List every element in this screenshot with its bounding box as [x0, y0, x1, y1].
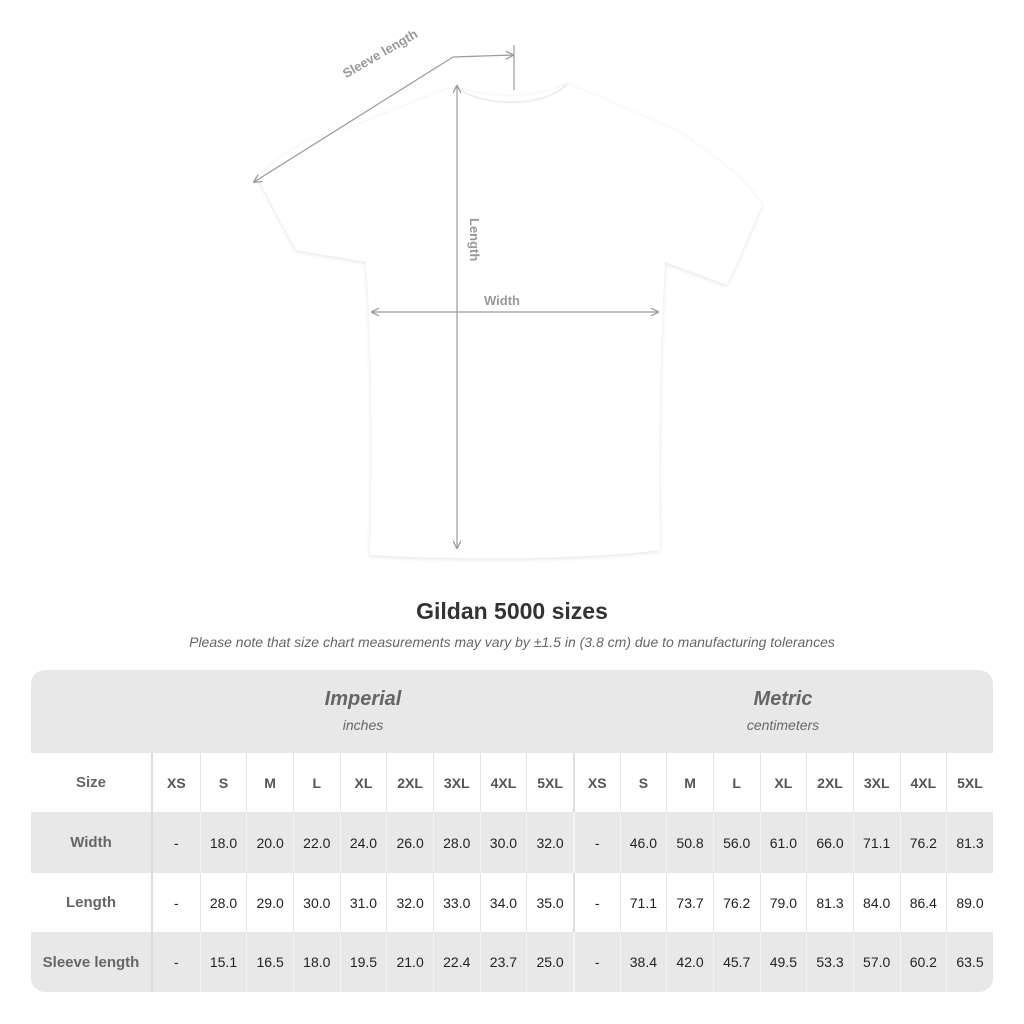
value-cell: 31.0 [339, 873, 387, 932]
value-cell: 22.0 [292, 812, 340, 873]
value-cell: 35.0 [526, 873, 573, 932]
value-cell: 19.5 [339, 932, 387, 992]
length-label: Length [467, 218, 482, 262]
value-cell: 61.0 [759, 812, 807, 873]
value-cell: 81.3 [806, 873, 853, 932]
value-cell: 32.0 [386, 873, 433, 932]
size-table: Imperial inches Metric centimeters Size X… [31, 670, 993, 992]
value-cell: 60.2 [899, 932, 947, 992]
value-cell: 86.4 [899, 873, 947, 932]
value-cell: 81.3 [946, 812, 993, 873]
value-cell: 84.0 [852, 873, 900, 932]
imperial-unit: inches [342, 717, 384, 733]
imperial-title: Imperial [324, 688, 402, 710]
size-header-cell: 2XL [386, 753, 433, 812]
size-header-cell: 5XL [526, 753, 573, 812]
size-header-cell: S [619, 753, 667, 812]
value-cell: 57.0 [852, 932, 900, 992]
value-cell: 89.0 [946, 873, 993, 932]
value-cell: 20.0 [246, 812, 293, 873]
page-title: Gildan 5000 sizes [416, 598, 608, 624]
size-header-cell: XS [572, 753, 620, 812]
table-row: Width -18.0 20.0 22.0 24.0 26.0 28.0 30.0 32.0-4… [31, 812, 993, 873]
value-cell: 42.0 [666, 932, 713, 992]
value-cell: 34.0 [479, 873, 527, 932]
value-cell: - [572, 932, 620, 992]
metric-title: Metric [753, 688, 813, 710]
value-cell: 16.5 [246, 932, 293, 992]
value-cell: 26.0 [386, 812, 433, 873]
table-row: Length -28.0 29.0 30.0 31.0 32.0 33.0 34.0 35.0-… [31, 873, 993, 932]
size-header-cell: M [246, 753, 293, 812]
value-cell: 71.1 [619, 873, 667, 932]
value-cell: - [173, 954, 179, 970]
value-cell: 18.0 [199, 812, 247, 873]
size-header-cell: 4XL [479, 753, 527, 812]
value-cell: 28.0 [432, 812, 480, 873]
value-cell: 76.2 [899, 812, 947, 873]
value-cell: 23.7 [479, 932, 527, 992]
tshirt-shape [258, 84, 762, 559]
imperial-group-header: Imperial inches [153, 670, 573, 753]
value-cell: 28.0 [199, 873, 247, 932]
value-cell: 30.0 [479, 812, 527, 873]
row-label: Width [31, 812, 153, 873]
value-cell: 45.7 [712, 932, 760, 992]
row-label: Size [31, 753, 153, 812]
value-cell: 22.4 [432, 932, 480, 992]
value-cell: 66.0 [806, 812, 853, 873]
value-cell: 25.0 [526, 932, 573, 992]
size-header-cell: L [292, 753, 340, 812]
size-header-cell: 4XL [899, 753, 947, 812]
size-header-cell: XL [339, 753, 387, 812]
value-cell: 15.1 [199, 932, 247, 992]
value-cell: 79.0 [759, 873, 807, 932]
value-cell: 33.0 [432, 873, 480, 932]
value-cell: 18.0 [292, 932, 340, 992]
value-cell: - [173, 834, 179, 851]
value-cell: - [572, 812, 620, 873]
value-cell: 56.0 [712, 812, 760, 873]
tolerance-note: Please note that size chart measurements… [189, 634, 835, 650]
table-row: Sleeve length - 15.1 16.5 18.0 19.5 21.0 22.4 23… [31, 932, 993, 992]
value-cell: 49.5 [759, 932, 807, 992]
size-header-cell: XS [166, 774, 186, 791]
value-cell: 21.0 [386, 932, 433, 992]
value-cell: 24.0 [339, 812, 387, 873]
value-cell: 50.8 [666, 812, 713, 873]
value-cell: 71.1 [852, 812, 900, 873]
value-cell: 53.3 [806, 932, 853, 992]
metric-group-header: Metric centimeters [573, 670, 993, 753]
value-cell: 38.4 [619, 932, 667, 992]
value-cell: 76.2 [712, 873, 760, 932]
size-header-cell: 2XL [806, 753, 853, 812]
size-header-cell: XL [759, 753, 807, 812]
size-header-cell: L [712, 753, 760, 812]
size-header-cell: 5XL [946, 753, 993, 812]
value-cell: - [572, 873, 620, 932]
row-label: Length [31, 873, 153, 932]
metric-unit: centimeters [746, 717, 820, 733]
value-cell: - [173, 894, 179, 911]
size-header-row: Size XS S M L XL 2XL 3XL 4XL 5XL XS S M L XL 2XL 3XL 4XL 5… [31, 753, 993, 812]
row-label: Sleeve length [31, 932, 153, 992]
value-cell: 29.0 [246, 873, 293, 932]
size-header-cell: 3XL [432, 753, 480, 812]
size-header-cell: 3XL [852, 753, 900, 812]
value-cell: 73.7 [666, 873, 713, 932]
value-cell: 30.0 [292, 873, 340, 932]
size-header-cell: S [199, 753, 247, 812]
size-header-cell: M [666, 753, 713, 812]
value-cell: 32.0 [526, 812, 573, 873]
value-cell: 46.0 [619, 812, 667, 873]
sleeve-length-line [254, 56, 454, 182]
value-cell: 63.5 [946, 932, 993, 992]
tshirt-diagram [0, 45, 762, 559]
width-label: Width [484, 293, 520, 308]
